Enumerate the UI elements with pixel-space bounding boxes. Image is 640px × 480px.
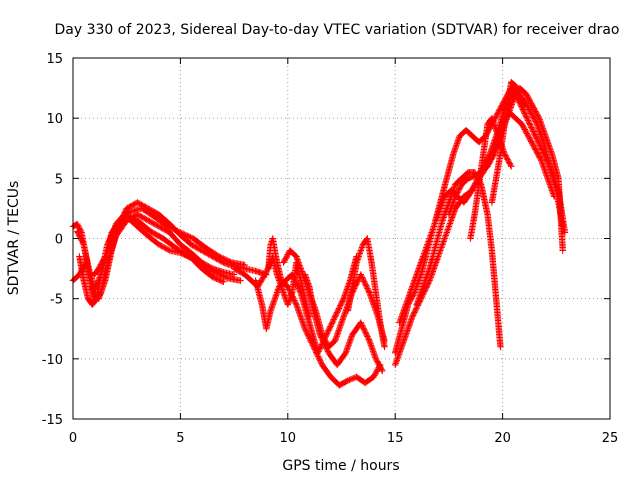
y-tick-label: 15: [46, 52, 63, 67]
chart-title: Day 330 of 2023, Sidereal Day-to-day VTE…: [54, 22, 619, 38]
y-tick-label: -5: [50, 293, 63, 308]
track-16: [467, 115, 515, 242]
x-tick-label: 25: [602, 431, 619, 446]
x-axis-label: GPS time / hours: [282, 458, 399, 474]
y-tick-label: 0: [55, 233, 63, 248]
y-tick-label: -15: [42, 413, 63, 428]
track-plus-markers: [413, 169, 504, 350]
y-tick-label: 10: [46, 112, 63, 127]
track-17: [488, 78, 528, 206]
track-plus-markers: [467, 115, 515, 242]
track-plus-markers: [91, 205, 248, 278]
x-tick-label: 20: [494, 431, 511, 446]
axis-ticks: 0 5 10 15 20 25 -15 -10 -5 0 5 10 15: [42, 52, 619, 446]
x-tick-label: 5: [176, 431, 184, 446]
track-plus-markers: [488, 78, 528, 206]
data-points: [69, 78, 569, 389]
track-plus-markers: [301, 271, 386, 375]
track-plus-markers: [344, 235, 388, 350]
track-7: [265, 235, 384, 389]
track-14: [413, 169, 504, 350]
track-plus-markers: [265, 235, 384, 389]
x-tick-label: 0: [69, 431, 77, 446]
track-9: [301, 271, 386, 375]
track-10: [344, 235, 388, 350]
x-tick-label: 10: [280, 431, 297, 446]
y-tick-label: -10: [42, 353, 63, 368]
track-4: [91, 205, 248, 278]
y-tick-label: 5: [55, 172, 63, 187]
y-axis-label: SDTVAR / TECUs: [6, 181, 22, 296]
x-tick-label: 15: [387, 431, 404, 446]
